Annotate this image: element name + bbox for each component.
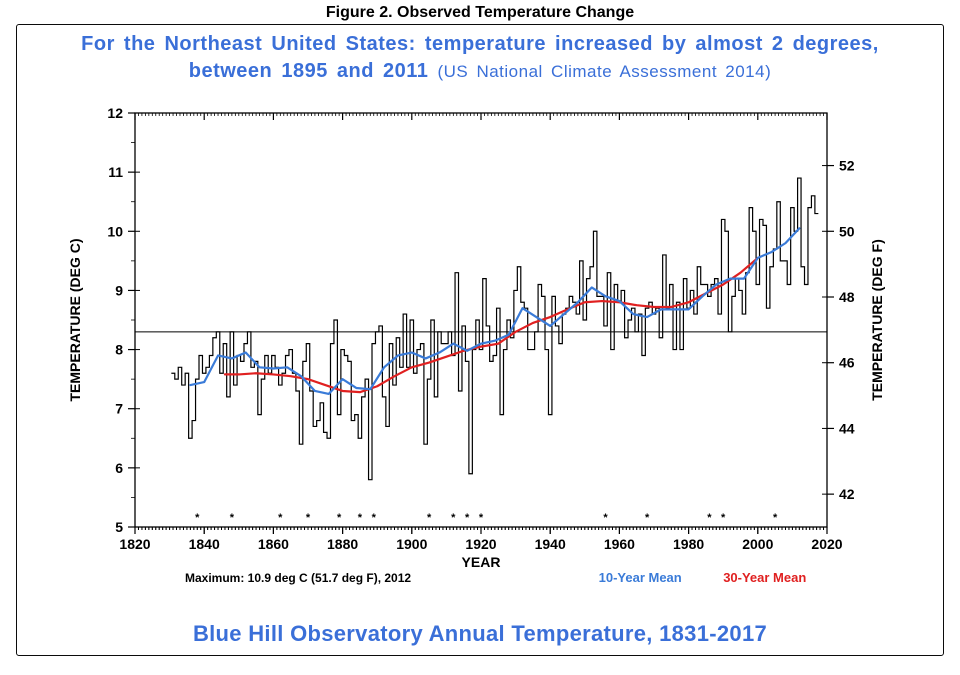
footer-title: Blue Hill Observatory Annual Temperature… — [17, 621, 943, 647]
svg-text:*: * — [465, 512, 470, 524]
svg-text:1980: 1980 — [673, 536, 704, 552]
svg-text:44: 44 — [839, 420, 855, 436]
svg-text:*: * — [195, 512, 200, 524]
svg-text:1840: 1840 — [189, 536, 220, 552]
svg-text:TEMPERATURE (DEG C): TEMPERATURE (DEG C) — [67, 238, 83, 401]
svg-text:YEAR: YEAR — [462, 554, 501, 570]
svg-text:Maximum: 10.9 deg C (51.7 d: Maximum: 10.9 deg C (51.7 deg F), 2012 — [185, 571, 411, 585]
headline: For the Northeast United States: tempera… — [25, 29, 935, 85]
svg-text:1860: 1860 — [258, 536, 289, 552]
svg-text:1820: 1820 — [119, 536, 150, 552]
svg-text:5: 5 — [115, 519, 123, 535]
svg-text:10: 10 — [107, 223, 123, 239]
svg-text:46: 46 — [839, 355, 855, 371]
svg-text:12: 12 — [107, 105, 123, 121]
svg-text:30-Year Mean: 30-Year Mean — [723, 570, 806, 585]
svg-text:*: * — [451, 512, 456, 524]
svg-text:*: * — [645, 512, 650, 524]
svg-text:1880: 1880 — [327, 536, 358, 552]
svg-text:1940: 1940 — [535, 536, 566, 552]
svg-text:*: * — [306, 512, 311, 524]
headline-citation: (US National Climate Assessment 2014) — [437, 62, 771, 81]
svg-text:*: * — [358, 512, 363, 524]
svg-text:2020: 2020 — [811, 536, 842, 552]
svg-text:*: * — [603, 512, 608, 524]
svg-text:TEMPERATURE (DEG F): TEMPERATURE (DEG F) — [869, 239, 885, 401]
svg-text:*: * — [773, 512, 778, 524]
svg-text:8: 8 — [115, 342, 123, 358]
svg-text:52: 52 — [839, 158, 855, 174]
svg-text:*: * — [721, 512, 726, 524]
svg-text:*: * — [707, 512, 712, 524]
chart-container: 1820 1840 1860 1880 1900 1920 1940 1960 1980 2000… — [45, 103, 915, 599]
svg-text:*: * — [278, 512, 283, 524]
svg-text:9: 9 — [115, 282, 123, 298]
svg-text:42: 42 — [839, 486, 855, 502]
svg-text:*: * — [372, 512, 377, 524]
svg-text:10-Year Mean: 10-Year Mean — [599, 570, 682, 585]
svg-text:1960: 1960 — [604, 536, 635, 552]
svg-text:1900: 1900 — [396, 536, 427, 552]
svg-text:2000: 2000 — [742, 536, 773, 552]
svg-text:1920: 1920 — [465, 536, 496, 552]
figure-caption: Figure 2. Observed Temperature Change — [0, 0, 960, 24]
svg-text:50: 50 — [839, 223, 855, 239]
temperature-chart: 1820 1840 1860 1880 1900 1920 1940 1960 1980 2000… — [45, 103, 917, 599]
svg-text:*: * — [230, 512, 235, 524]
svg-text:48: 48 — [839, 289, 855, 305]
svg-text:7: 7 — [115, 401, 123, 417]
svg-text:*: * — [427, 512, 432, 524]
svg-text:*: * — [479, 512, 484, 524]
svg-text:6: 6 — [115, 460, 123, 476]
figure-frame: For the Northeast United States: tempera… — [16, 24, 944, 656]
svg-text:*: * — [337, 512, 342, 524]
svg-text:11: 11 — [108, 164, 123, 180]
